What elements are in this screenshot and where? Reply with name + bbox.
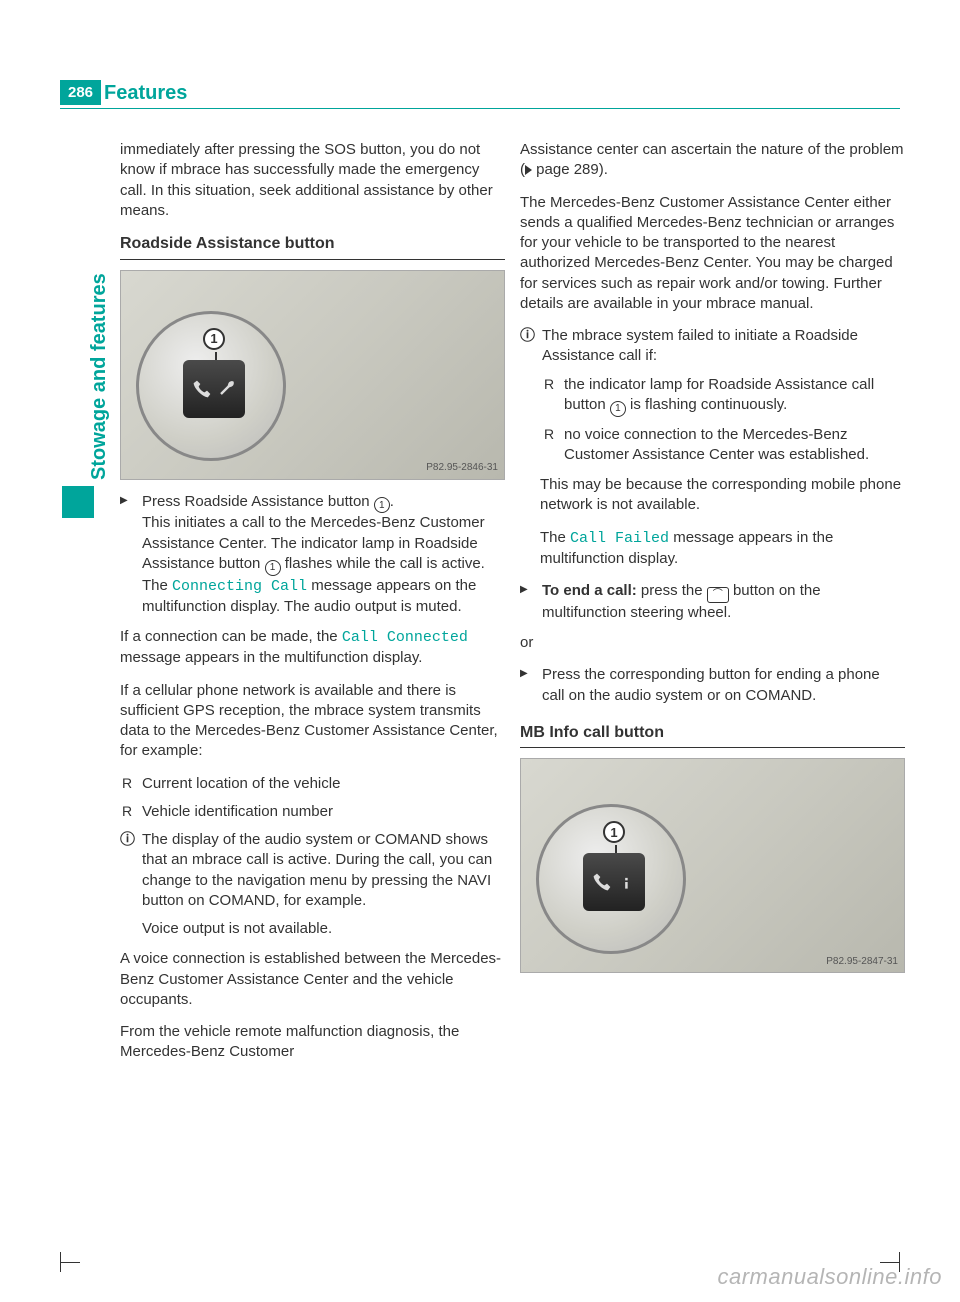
side-tab-block xyxy=(62,486,94,518)
para-gps: If a cellular phone network is available… xyxy=(120,681,505,762)
para-call-failed: The Call Failed message appears in the m… xyxy=(520,528,905,570)
info-display-note: The display of the audio system or COMAN… xyxy=(120,830,505,939)
info1-text: The display of the audio system or COMAN… xyxy=(142,831,492,909)
end-call-label: To end a call: xyxy=(542,582,637,599)
display-call-connected: Call Connected xyxy=(342,629,468,646)
step-text-b: . xyxy=(390,493,394,510)
or-text: or xyxy=(520,633,905,653)
info-failed-call: The mbrace system failed to initiate a R… xyxy=(520,326,905,465)
sub-bullet-lamp: the indicator lamp for Roadside Assistan… xyxy=(542,375,905,417)
para-network: This may be because the corresponding mo… xyxy=(520,475,905,516)
mb-info-button-graphic xyxy=(583,853,645,911)
para-voice-connection: A voice connection is established betwee… xyxy=(120,949,505,1010)
info-list-right: The mbrace system failed to initiate a R… xyxy=(520,326,905,465)
step-list: Press Roadside Assistance button 1. This… xyxy=(120,492,505,618)
figure-callout-1: 1 xyxy=(203,328,225,350)
callout-ref-1: 1 xyxy=(374,497,390,513)
info1-voice: Voice output is not available. xyxy=(142,919,505,939)
info-icon xyxy=(616,872,636,892)
figure-zoom-circle: 1 xyxy=(136,311,286,461)
para-assist-center: Assistance center can ascertain the natu… xyxy=(520,140,905,181)
right-column: Assistance center can ascertain the natu… xyxy=(520,140,905,985)
figure-zoom-circle-2: 1 xyxy=(536,804,686,954)
info-sub-bullets: the indicator lamp for Roadside Assistan… xyxy=(542,375,905,466)
sb1-b: is flashing continuously. xyxy=(626,396,787,413)
heading-rule-2 xyxy=(520,747,905,748)
bullet-vin: Vehicle identification number xyxy=(120,802,505,822)
side-tab-label: Stowage and features xyxy=(88,273,111,480)
bullet-list: Current location of the vehicle Vehicle … xyxy=(120,774,505,823)
figure-roadside-button: 1 P82.95-2846-31 xyxy=(120,270,505,480)
phone-icon xyxy=(192,379,212,399)
step-end-call: To end a call: press the ⌒ button on the… xyxy=(520,581,905,623)
step-press-roadside: Press Roadside Assistance button 1. This… xyxy=(120,492,505,618)
step-text-a: Press Roadside Assistance button xyxy=(142,493,374,510)
hangup-key-icon: ⌒ xyxy=(707,587,729,603)
display-call-failed: Call Failed xyxy=(570,530,669,547)
step-list-right-2: Press the corresponding button for endin… xyxy=(520,665,905,706)
para-mb-center: The Mercedes-Benz Customer Assistance Ce… xyxy=(520,193,905,315)
end-call-b: press the xyxy=(637,582,707,599)
figure-reference-2: P82.95-2847-31 xyxy=(826,955,898,969)
bullet-location: Current location of the vehicle xyxy=(120,774,505,794)
callout-ref-1c: 1 xyxy=(610,401,626,417)
header-rule xyxy=(60,108,900,109)
heading-roadside: Roadside Assistance button xyxy=(120,233,505,255)
display-connecting-call: Connecting Call xyxy=(172,578,307,595)
chapter-title: Features xyxy=(104,82,187,105)
para2-a: If a connection can be made, the xyxy=(120,628,342,645)
para2-b: message appears in the multifunction dis… xyxy=(120,649,422,666)
roadside-button-graphic xyxy=(183,360,245,418)
callout-ref-1b: 1 xyxy=(265,560,281,576)
step-list-right: To end a call: press the ⌒ button on the… xyxy=(520,581,905,623)
heading-mb-info: MB Info call button xyxy=(520,722,905,744)
r-para4-a: The xyxy=(540,529,570,546)
phone-icon xyxy=(592,872,612,892)
info-list-left: The display of the audio system or COMAN… xyxy=(120,830,505,939)
step-press-end: Press the corresponding button for endin… xyxy=(520,665,905,706)
sub-bullet-novoice: no voice connection to the Mercedes-Benz… xyxy=(542,425,905,466)
para-connection: If a connection can be made, the Call Co… xyxy=(120,627,505,669)
page-ref-icon xyxy=(525,165,532,175)
crop-mark-bl xyxy=(60,1252,80,1272)
watermark: carmanualsonline.info xyxy=(717,1264,942,1290)
heading-rule xyxy=(120,259,505,260)
para-remote-diagnosis: From the vehicle remote malfunction diag… xyxy=(120,1022,505,1063)
r-info1: The mbrace system failed to initiate a R… xyxy=(542,327,858,364)
wrench-icon xyxy=(216,379,236,399)
r-para1-b: page 289). xyxy=(532,161,608,178)
intro-paragraph: immediately after pressing the SOS butto… xyxy=(120,140,505,221)
left-column: immediately after pressing the SOS butto… xyxy=(120,140,505,1075)
figure-callout-2: 1 xyxy=(603,821,625,843)
figure-reference: P82.95-2846-31 xyxy=(426,461,498,475)
page-number: 286 xyxy=(60,80,101,105)
figure-mb-info-button: 1 P82.95-2847-31 xyxy=(520,758,905,973)
